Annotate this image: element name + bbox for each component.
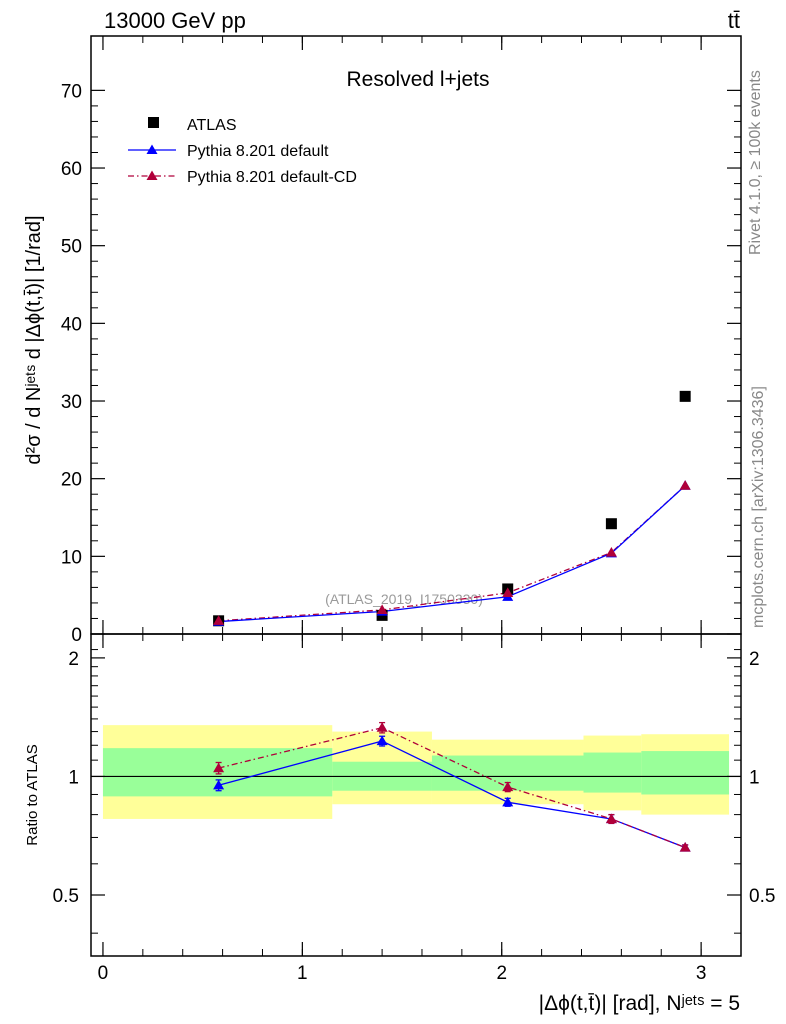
main-tick-layer: 0 10 20 30 40 50 60 70 xyxy=(61,36,741,646)
ratio-pythia-default-point xyxy=(502,796,514,807)
pythia-cd-point xyxy=(376,604,388,615)
ratio-xtick-label: 2 xyxy=(496,963,507,984)
atlas-point xyxy=(605,518,617,530)
legend-pythia-cd-label: Pythia 8.201 default-CD xyxy=(187,169,357,186)
ratio-band-layer xyxy=(102,725,730,819)
pythia-cd-point xyxy=(605,546,617,557)
legend-pythia-cd: Pythia 8.201 default-CD xyxy=(128,169,357,186)
main-ytick-label: 70 xyxy=(61,81,82,102)
atlas-point xyxy=(679,390,691,402)
legend-pythia-default-label: Pythia 8.201 default xyxy=(187,143,329,160)
main-title: Resolved l+jets xyxy=(347,68,490,91)
pythia-cd-point xyxy=(213,615,225,625)
main-ytick-label: 0 xyxy=(71,625,82,646)
ratio-series-layer xyxy=(213,721,691,852)
source-label: mcplots.cern.ch [arXiv:1306.3436] xyxy=(750,386,767,628)
main-ytick-label: 20 xyxy=(61,470,82,491)
ratio-pythia-cd-point xyxy=(376,722,388,732)
ratio-ylabel: Ratio to ATLAS xyxy=(24,744,41,845)
legend-pythia-cd-marker xyxy=(146,170,158,180)
ratio-pythia-cd-point xyxy=(679,842,691,852)
ratio-ytick-label: 2 xyxy=(68,649,79,670)
ratio-ytick-label: 1 xyxy=(68,767,79,788)
ratio-pythia-cd-point xyxy=(502,781,514,792)
legend-atlas-label: ATLAS xyxy=(187,117,237,134)
main-ylabel: d²σ / d Nʲᵉᵗˢ d |Δϕ(t,t̄)| [1/rad] xyxy=(23,215,45,464)
pythia-cd-point xyxy=(679,480,691,490)
energy-label: 13000 GeV pp xyxy=(104,8,246,33)
main-watermark: (ATLAS_2019_I1750330) xyxy=(325,591,483,607)
ratio-pythia-default-point xyxy=(213,779,225,790)
ratio-xtick-label: 3 xyxy=(696,963,707,984)
ratio-xtick-label: 1 xyxy=(297,963,308,984)
main-ytick-label: 30 xyxy=(61,392,82,413)
ratio-tick-layer: 0.5 0.5 1 1 2 2 0 1 2 3 xyxy=(53,634,775,984)
ratio-plot: 0.5 0.5 1 1 2 2 0 1 2 3 Ratio to ATLAS |Δϕ(t,t̄)|… xyxy=(24,633,775,1015)
main-ytick-label: 40 xyxy=(61,314,82,335)
ratio-xlabel: |Δϕ(t,t̄)| [rad], Nʲᵉᵗˢ = 5 xyxy=(539,992,740,1015)
ratio-ytick-label-right: 0.5 xyxy=(749,886,775,907)
ratio-pythia-cd-point xyxy=(605,813,617,824)
ratio-xtick-label: 0 xyxy=(98,963,109,984)
pythia-cd-point xyxy=(502,587,514,597)
pythia-cd-line xyxy=(218,485,686,622)
main-ytick-label: 60 xyxy=(61,159,82,180)
legend-pythia-default-marker xyxy=(146,144,158,154)
legend-atlas: ATLAS xyxy=(148,117,237,134)
legend-pythia-default: Pythia 8.201 default xyxy=(128,143,329,160)
process-label: tt̄ xyxy=(728,8,740,33)
main-ytick-label: 10 xyxy=(61,547,82,568)
main-ytick-label: 50 xyxy=(61,237,82,258)
atlas-uncertainty-band-inner xyxy=(641,751,730,795)
rivet-label: Rivet 4.1.0, ≥ 100k events xyxy=(747,70,764,255)
legend: ATLAS Pythia 8.201 default Pythia 8.201 … xyxy=(128,117,357,186)
legend-atlas-marker xyxy=(148,117,159,128)
ratio-ytick-label: 0.5 xyxy=(53,886,79,907)
atlas-uncertainty-band-inner xyxy=(583,752,642,793)
ratio-ytick-label-right: 2 xyxy=(749,649,760,670)
main-series-layer xyxy=(213,390,691,627)
ratio-ytick-label-right: 1 xyxy=(749,767,760,788)
main-plot: Resolved l+jets (ATLAS_2019_I1750330) 0 1… xyxy=(23,35,742,646)
ratio-frame xyxy=(90,633,742,957)
ratio-pythia-cd-point xyxy=(213,762,225,773)
ratio-pythia-default-point xyxy=(376,735,388,746)
